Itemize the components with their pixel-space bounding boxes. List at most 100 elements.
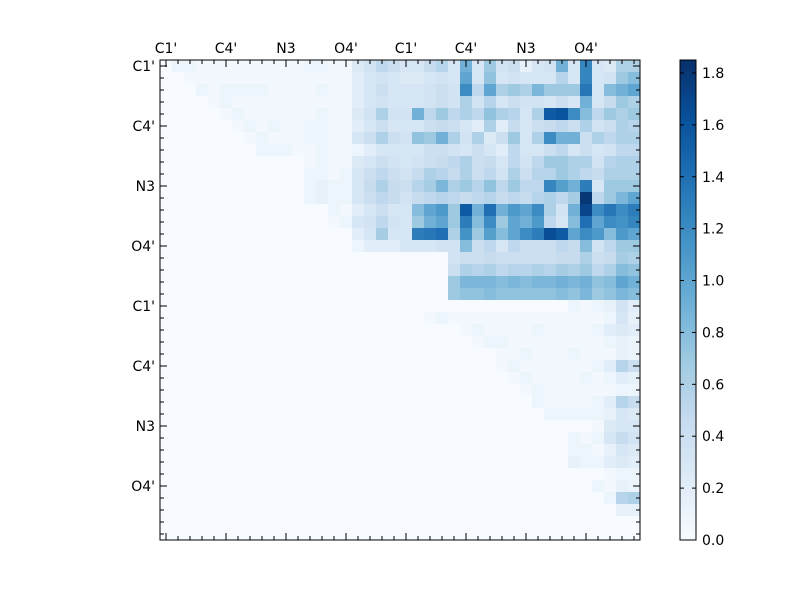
heatmap-cell [244, 336, 257, 349]
heatmap-cell [388, 480, 401, 493]
heatmap-cell [244, 444, 257, 457]
heatmap-cell [328, 516, 341, 529]
heatmap-cell [532, 492, 545, 505]
heatmap-cell [460, 264, 473, 277]
heatmap-cell [520, 384, 533, 397]
heatmap-cell [520, 276, 533, 289]
heatmap-cell [568, 192, 581, 205]
heatmap-cell [280, 192, 293, 205]
heatmap-cell [628, 312, 641, 325]
heatmap-cell [304, 252, 317, 265]
heatmap-cell [220, 108, 233, 121]
heatmap-cell [472, 456, 485, 469]
heatmap-cell [496, 108, 509, 121]
heatmap-cell [232, 444, 245, 457]
heatmap-cell [508, 60, 521, 73]
heatmap-cell [388, 360, 401, 373]
heatmap-cell [304, 144, 317, 157]
heatmap-cell [340, 216, 353, 229]
heatmap-cell [508, 528, 521, 541]
heatmap-cell [532, 96, 545, 109]
heatmap-cell [448, 348, 461, 361]
heatmap-cell [328, 372, 341, 385]
heatmap-cell [556, 456, 569, 469]
heatmap-cell [604, 444, 617, 457]
heatmap-cell [424, 516, 437, 529]
heatmap-cell [460, 156, 473, 169]
heatmap-cell [412, 372, 425, 385]
heatmap-cell [520, 504, 533, 517]
heatmap-cell [448, 408, 461, 421]
heatmap-cell [184, 180, 197, 193]
heatmap-cell [316, 324, 329, 337]
heatmap-cell [268, 156, 281, 169]
heatmap-cell [316, 468, 329, 481]
heatmap-cell [532, 384, 545, 397]
heatmap-cell [460, 348, 473, 361]
heatmap-cell [220, 252, 233, 265]
heatmap-cell [292, 336, 305, 349]
heatmap-cell [604, 528, 617, 541]
heatmap-cell [556, 168, 569, 181]
heatmap-cell [424, 396, 437, 409]
heatmap-cell [340, 132, 353, 145]
heatmap-cell [304, 360, 317, 373]
heatmap-cell [448, 84, 461, 97]
heatmap-cell [400, 312, 413, 325]
heatmap-cell [256, 216, 269, 229]
heatmap-cell [292, 156, 305, 169]
heatmap-cell [400, 432, 413, 445]
heatmap-cell [376, 204, 389, 217]
heatmap-cell [412, 180, 425, 193]
heatmap-cell [460, 192, 473, 205]
heatmap-cell [172, 384, 185, 397]
heatmap-cell [544, 144, 557, 157]
heatmap-cell [568, 276, 581, 289]
heatmap-cell [460, 492, 473, 505]
heatmap-cell [364, 156, 377, 169]
heatmap-cell [400, 300, 413, 313]
heatmap-cell [268, 252, 281, 265]
heatmap-cell [208, 252, 221, 265]
heatmap-cell [172, 108, 185, 121]
heatmap-cell [196, 348, 209, 361]
heatmap-cell [340, 384, 353, 397]
heatmap-cell [292, 360, 305, 373]
heatmap-cell [592, 156, 605, 169]
heatmap-cell [592, 432, 605, 445]
heatmap-cell [580, 168, 593, 181]
heatmap-cell [196, 216, 209, 229]
heatmap-cell [436, 408, 449, 421]
heatmap-cell [388, 228, 401, 241]
heatmap-cell [304, 408, 317, 421]
heatmap-cell [628, 96, 641, 109]
heatmap-cell [184, 132, 197, 145]
heatmap-cell [508, 252, 521, 265]
heatmap-cell [448, 516, 461, 529]
heatmap-cell [196, 420, 209, 433]
heatmap-cell [280, 336, 293, 349]
heatmap-cell [508, 420, 521, 433]
heatmap-cell [460, 516, 473, 529]
heatmap-cell [196, 372, 209, 385]
heatmap-cell [172, 240, 185, 253]
heatmap-cell [376, 492, 389, 505]
heatmap-cell [508, 168, 521, 181]
heatmap-cell [172, 468, 185, 481]
heatmap-cell [604, 120, 617, 133]
heatmap-cell [388, 96, 401, 109]
heatmap-cell [412, 408, 425, 421]
heatmap-cell [376, 240, 389, 253]
heatmap-cell [592, 288, 605, 301]
heatmap-cell [568, 528, 581, 541]
heatmap-cell [280, 120, 293, 133]
heatmap-cell [616, 180, 629, 193]
heatmap-cell [208, 168, 221, 181]
heatmap-cell [184, 324, 197, 337]
heatmap-cell [472, 432, 485, 445]
heatmap-cell [232, 204, 245, 217]
heatmap-cell [316, 480, 329, 493]
heatmap-cell [352, 468, 365, 481]
heatmap-cell [592, 480, 605, 493]
heatmap-cell [508, 276, 521, 289]
